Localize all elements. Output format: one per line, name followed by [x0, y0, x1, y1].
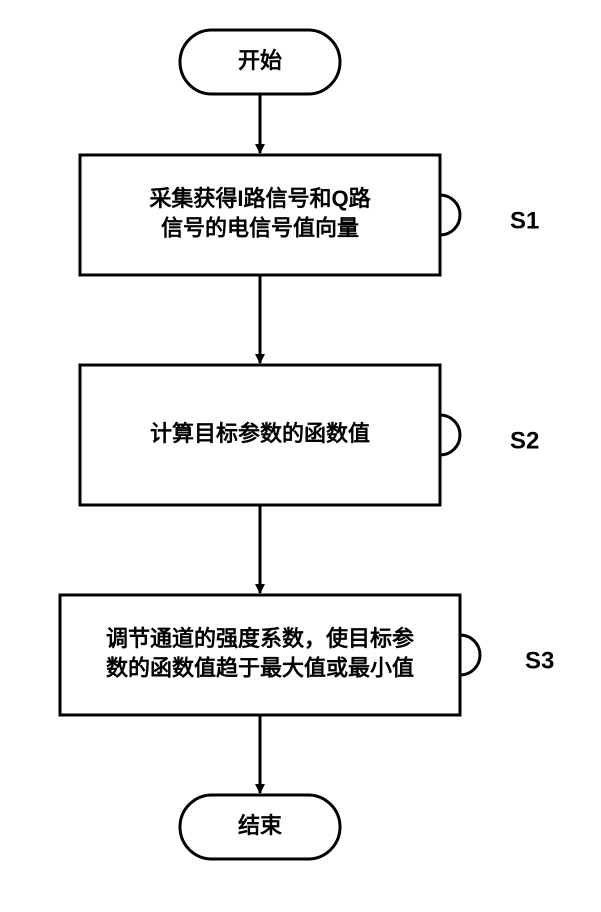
flow-node-text: 调节通道的强度系数，使目标参	[106, 626, 414, 651]
flow-node-s1: 采集获得I路信号和Q路信号的电信号值向量	[80, 155, 440, 275]
flow-node-text: 数的函数值趋于最大值或最小值	[106, 656, 414, 681]
flow-node-text: 信号的电信号值向量	[161, 216, 359, 241]
flow-node-text: 开始	[238, 48, 282, 73]
step-hook	[460, 635, 480, 675]
step-label: S3	[525, 647, 554, 674]
flow-node-s2: 计算目标参数的函数值	[80, 365, 440, 505]
flow-node-text: 结束	[238, 813, 283, 838]
step-hook	[440, 195, 460, 235]
flow-node-text: 计算目标参数的函数值	[150, 421, 370, 446]
flowchart-diagram: 开始采集获得I路信号和Q路信号的电信号值向量计算目标参数的函数值调节通道的强度系…	[0, 0, 601, 912]
step-label: S1	[510, 207, 539, 234]
step-hook	[440, 415, 460, 455]
flow-node-text: 采集获得I路信号和Q路	[149, 186, 371, 211]
flow-node-end: 结束	[180, 795, 340, 859]
flow-node-start: 开始	[180, 30, 340, 94]
flow-node-s3: 调节通道的强度系数，使目标参数的函数值趋于最大值或最小值	[60, 595, 460, 715]
step-labels: S1 S2 S3	[510, 207, 554, 674]
step-label: S2	[510, 427, 539, 454]
